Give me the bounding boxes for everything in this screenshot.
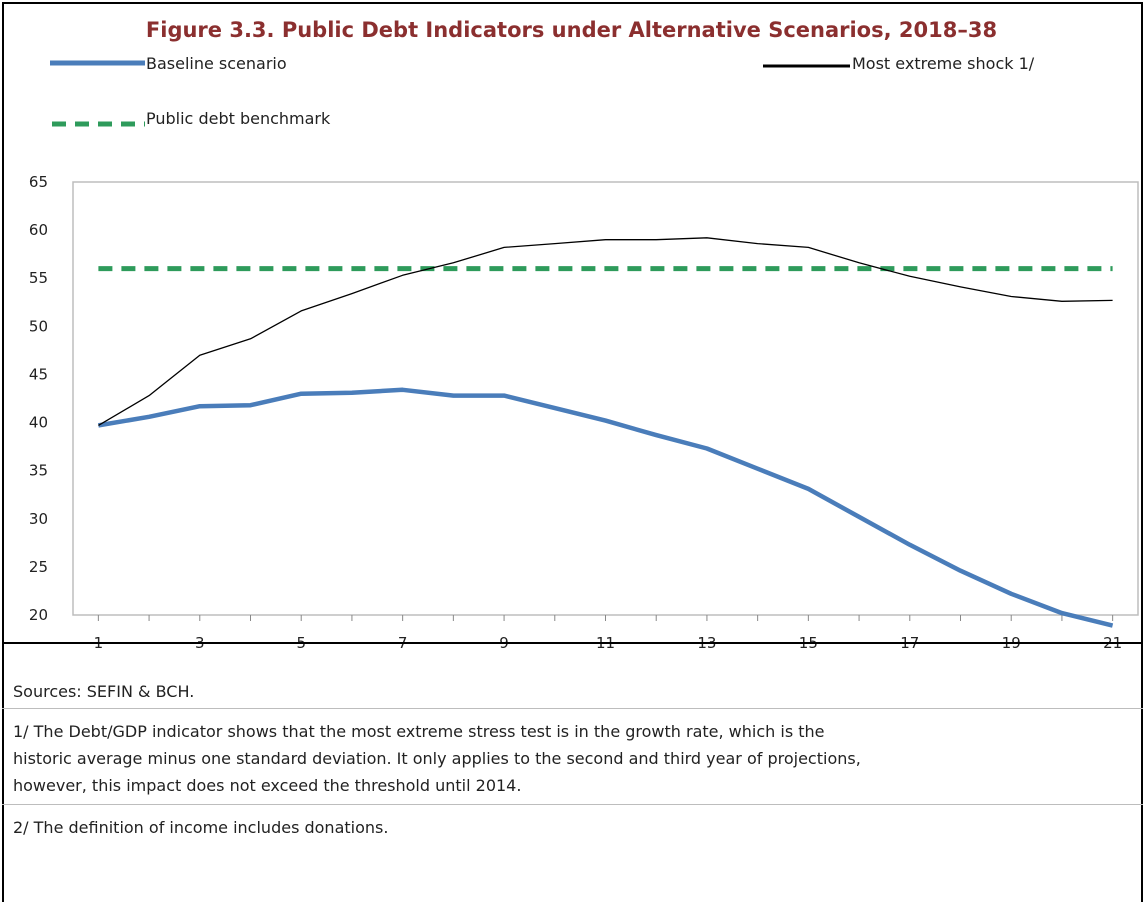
y-tick-label: 35 — [29, 462, 48, 480]
notes-divider — [2, 642, 1143, 644]
line-chart: Baseline scenario Most extreme shock 1/ … — [29, 54, 1139, 652]
y-tick-label: 50 — [29, 317, 48, 335]
legend-label-extreme-shock: Most extreme shock 1/ — [852, 54, 1035, 73]
y-tick-label: 40 — [29, 414, 48, 432]
y-tick-label: 20 — [29, 606, 48, 624]
note-separator — [2, 804, 1143, 805]
y-tick-label: 45 — [29, 365, 48, 383]
y-tick-label: 60 — [29, 221, 48, 239]
footnote-2: 2/ The definition of income includes don… — [13, 818, 389, 837]
sources-note: Sources: SEFIN & BCH. — [13, 682, 195, 701]
footnote-1-line-2: historic average minus one standard devi… — [13, 749, 861, 768]
chart-title: Figure 3.3. Public Debt Indicators under… — [145, 18, 998, 42]
note-separator — [2, 708, 1143, 709]
y-axis: 65 60 55 50 45 40 35 30 25 20 — [29, 173, 48, 624]
series-layer — [98, 237, 1114, 628]
series-line-baseline — [98, 387, 1114, 628]
footnote-1-line-1: 1/ The Debt/GDP indicator shows that the… — [13, 722, 825, 741]
series-line-extreme-shock — [98, 237, 1113, 426]
x-axis: 1 3 5 7 9 11 13 15 17 19 21 — [94, 615, 1122, 652]
footnote-1-line-3: however, this impact does not exceed the… — [13, 776, 522, 795]
y-tick-label: 55 — [29, 269, 48, 287]
legend-label-benchmark: Public debt benchmark — [146, 109, 331, 128]
y-tick-label: 65 — [29, 173, 48, 191]
legend-label-baseline: Baseline scenario — [146, 54, 287, 73]
y-tick-label: 25 — [29, 558, 48, 576]
y-tick-label: 30 — [29, 510, 48, 528]
plot-area — [72, 181, 1139, 616]
